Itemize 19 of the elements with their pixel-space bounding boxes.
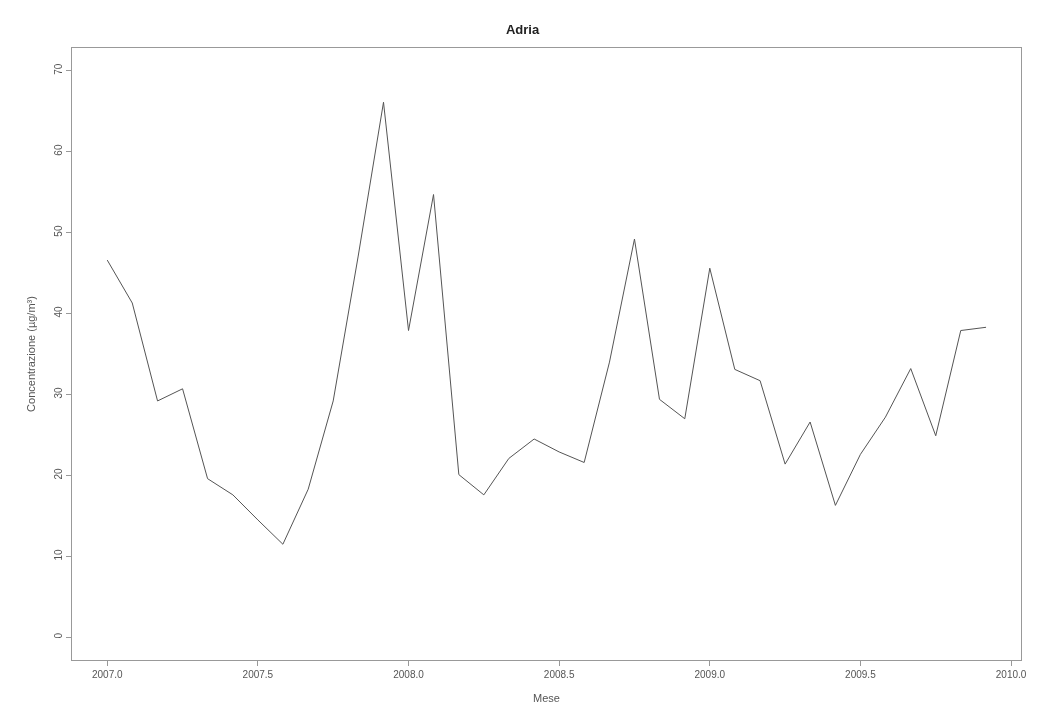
- x-axis-title: Mese: [533, 692, 560, 705]
- x-tick-label: 2010.0: [995, 669, 1027, 680]
- x-tick-label: 2008.0: [393, 669, 425, 680]
- chart-title: Adria: [505, 22, 540, 38]
- y-tick-label: 70: [53, 63, 64, 75]
- y-tick-label: 60: [53, 144, 64, 156]
- line-series: [106, 101, 987, 545]
- y-tick-label: 40: [53, 306, 64, 318]
- y-axis-title: Concentrazione (µg/m³): [24, 296, 37, 412]
- x-tick-label: 2009.5: [845, 669, 877, 680]
- y-tick-label: 30: [53, 386, 64, 399]
- x-tick-label: 2008.5: [543, 669, 575, 680]
- x-tick-label: 2009.0: [694, 669, 726, 680]
- y-tick-label: 20: [53, 467, 64, 480]
- y-tick-label: 10: [53, 548, 64, 561]
- x-tick-label: 2007.0: [91, 669, 123, 680]
- y-tick-label: 50: [53, 225, 64, 237]
- x-tick-label: 2007.5: [242, 669, 274, 680]
- y-tick-label: 0: [53, 632, 64, 639]
